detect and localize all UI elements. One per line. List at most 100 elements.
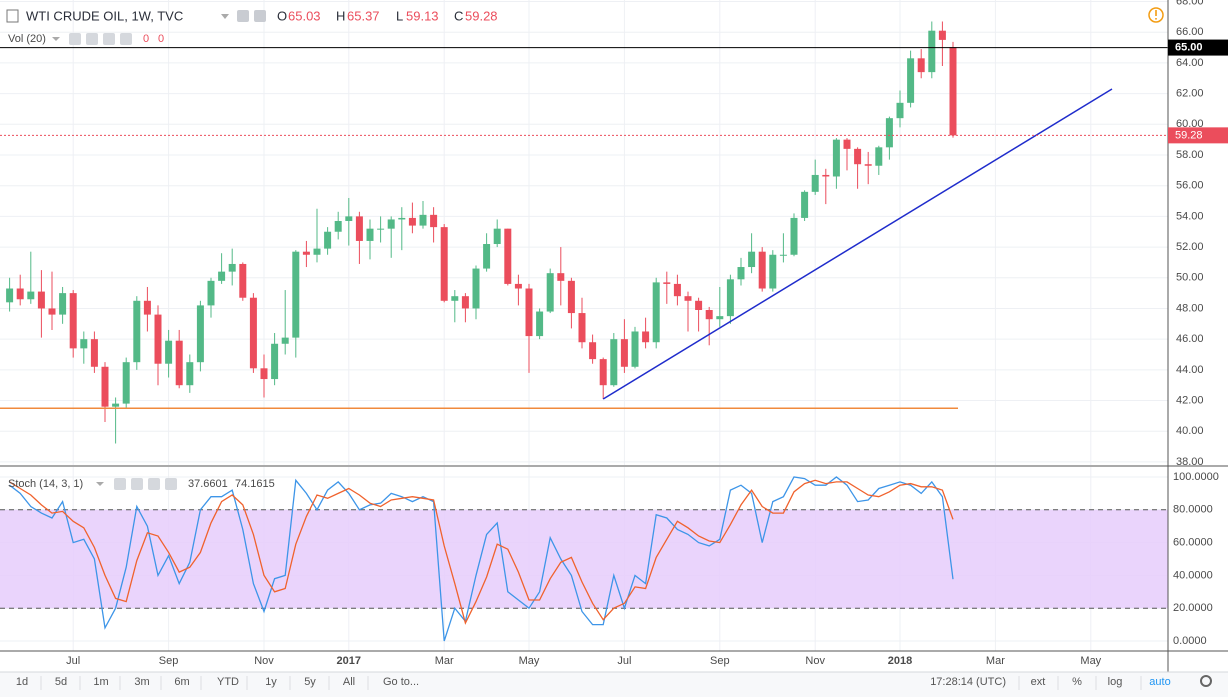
- alert-icon-mark: [1155, 10, 1157, 16]
- candle-body: [48, 308, 56, 315]
- candle-body: [949, 47, 957, 136]
- eye-icon[interactable]: [114, 478, 126, 490]
- volume-label: Vol (20): [8, 33, 46, 45]
- candle-body: [832, 139, 840, 177]
- move-icon[interactable]: [148, 478, 160, 490]
- candle-body: [408, 217, 416, 226]
- y-tick-label: 100.0000: [1173, 471, 1219, 483]
- range-button[interactable]: 5y: [304, 676, 316, 688]
- settings-icon[interactable]: [131, 478, 143, 490]
- settings-icon[interactable]: [254, 10, 266, 22]
- eye-icon[interactable]: [69, 33, 81, 45]
- candle-body: [663, 282, 671, 284]
- candle-body: [631, 331, 639, 367]
- x-tick-label: Sep: [710, 655, 730, 667]
- y-tick-label: 0.0000: [1173, 635, 1207, 647]
- candle-body: [493, 228, 501, 245]
- x-tick-label: Nov: [254, 655, 274, 667]
- remove-icon[interactable]: [165, 478, 177, 490]
- scale-option[interactable]: auto: [1149, 676, 1170, 688]
- candle-body: [324, 231, 332, 249]
- range-button[interactable]: All: [343, 676, 355, 688]
- candle-body: [843, 139, 851, 149]
- candle-body: [451, 296, 459, 301]
- alert-icon[interactable]: [1148, 7, 1164, 23]
- candle-body: [419, 214, 427, 226]
- y-tick-label: 42.00: [1176, 394, 1204, 406]
- goto-button[interactable]: Go to...: [383, 676, 419, 688]
- candle-body: [652, 282, 660, 343]
- candle-body: [684, 296, 692, 301]
- candle-body: [143, 300, 151, 315]
- candle-body: [907, 58, 915, 103]
- range-button[interactable]: 5d: [55, 676, 67, 688]
- scale-option[interactable]: ext: [1031, 676, 1046, 688]
- range-button[interactable]: 3m: [134, 676, 149, 688]
- candle-body: [239, 263, 247, 298]
- candle-body: [726, 279, 734, 317]
- x-tick-label: Sep: [159, 655, 179, 667]
- symbol-title: WTI CRUDE OIL, 1W, TVC: [26, 8, 183, 23]
- move-icon[interactable]: [103, 33, 115, 45]
- candle-body: [620, 339, 628, 367]
- candle-body: [430, 214, 438, 228]
- range-button[interactable]: 1d: [16, 676, 28, 688]
- y-tick-label: 54.00: [1176, 210, 1204, 222]
- candle-body: [917, 58, 925, 73]
- candle-body: [377, 228, 385, 230]
- candle-body: [80, 339, 88, 349]
- stoch-k-value: 37.6601: [188, 478, 228, 490]
- ohlc-label: H: [336, 8, 345, 23]
- candle-body: [557, 273, 565, 281]
- y-tick-label: 52.00: [1176, 241, 1204, 253]
- candle-body: [779, 254, 787, 256]
- candle-body: [165, 340, 173, 364]
- eye-icon[interactable]: [237, 10, 249, 22]
- range-button[interactable]: 6m: [174, 676, 189, 688]
- range-button[interactable]: 1m: [93, 676, 108, 688]
- volume-value: 0: [143, 33, 149, 45]
- candle-body: [875, 147, 883, 166]
- candle-body: [737, 267, 745, 280]
- y-tick-label: 46.00: [1176, 333, 1204, 345]
- candle-body: [864, 164, 872, 166]
- candle-body: [938, 30, 946, 40]
- candle-body: [483, 244, 491, 269]
- scale-option[interactable]: log: [1108, 676, 1123, 688]
- scale-option[interactable]: %: [1072, 676, 1082, 688]
- alert-icon-dot: [1155, 18, 1157, 20]
- candle-body: [589, 342, 597, 360]
- candle-body: [546, 273, 554, 312]
- y-tick-label: 62.00: [1176, 88, 1204, 100]
- candle-body: [302, 251, 310, 255]
- overlay: Jul Sep Nov 2017 Mar May Jul Sep Nov 2018 Mar May 38…: [16, 0, 1228, 690]
- candle-body: [599, 359, 607, 386]
- range-button[interactable]: 1y: [265, 676, 277, 688]
- candle-body: [133, 300, 141, 363]
- candle-body: [514, 283, 522, 289]
- x-tick-label: Jul: [617, 655, 631, 667]
- last-price-tag: [1168, 127, 1228, 144]
- settings-gear[interactable]: [1200, 675, 1212, 687]
- settings-icon[interactable]: [86, 33, 98, 45]
- range-button[interactable]: YTD: [217, 676, 239, 688]
- level-tag: [1168, 39, 1228, 56]
- collapse-icon[interactable]: [6, 9, 19, 23]
- ohlc-label: L: [396, 8, 403, 23]
- remove-icon[interactable]: [120, 33, 132, 45]
- candle-body: [398, 217, 406, 220]
- candle-body: [610, 339, 618, 386]
- y-tick-label: 56.00: [1176, 180, 1204, 192]
- candle-body: [578, 313, 586, 343]
- dropdown-icon[interactable]: [96, 482, 104, 486]
- y-tick-label: 40.00: [1176, 425, 1204, 437]
- candle-body: [218, 271, 226, 281]
- y-tick-label: 68.00: [1176, 0, 1204, 7]
- dropdown-icon[interactable]: [221, 14, 229, 19]
- plot: [0, 21, 1168, 642]
- dropdown-icon[interactable]: [52, 37, 60, 41]
- x-tick-label: Mar: [986, 655, 1005, 667]
- candle-body: [673, 283, 681, 297]
- candle-body: [334, 220, 342, 232]
